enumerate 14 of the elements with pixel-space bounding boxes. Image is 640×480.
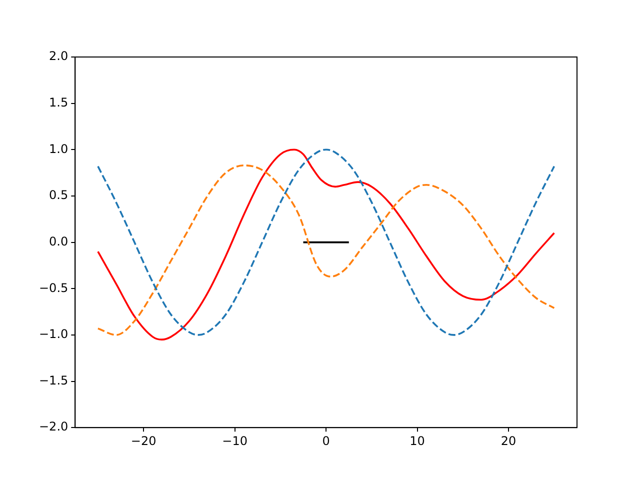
y-tick-label: 0.0 xyxy=(49,234,68,248)
x-tick-label: 20 xyxy=(500,434,516,448)
x-tick-label: −20 xyxy=(130,434,156,448)
y-tick-label: −2.0 xyxy=(39,420,68,434)
y-tick-label: 1.0 xyxy=(49,142,68,156)
y-tick-label: 0.5 xyxy=(49,188,68,202)
y-tick-label: 1.5 xyxy=(49,95,68,110)
x-tick-label: −10 xyxy=(222,434,248,448)
y-tick-label: 2.0 xyxy=(49,49,68,64)
y-tick-label: −1.5 xyxy=(39,373,68,388)
y-tick-label: −0.5 xyxy=(39,280,68,295)
x-tick-label: 10 xyxy=(410,434,425,448)
x-tick-label: 0 xyxy=(322,434,330,448)
y-tick-label: −1.0 xyxy=(39,327,68,342)
